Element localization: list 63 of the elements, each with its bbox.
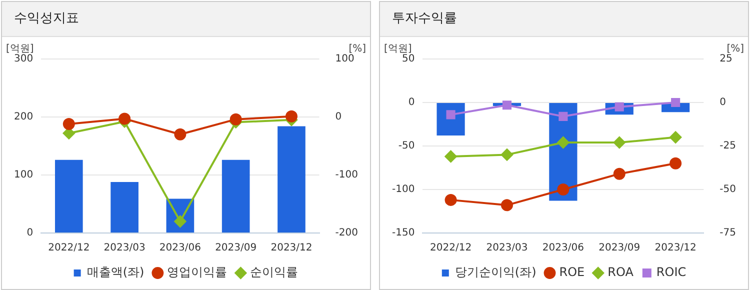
y2-axis-title: [%]: [348, 44, 366, 55]
point: [670, 157, 682, 170]
point: [671, 98, 680, 108]
point: [444, 194, 457, 206]
x-tick-label: 2023/06: [542, 242, 584, 254]
y-tick-label: 300: [14, 54, 34, 65]
legend-label: 당기순이익(좌): [454, 265, 536, 280]
point: [500, 199, 513, 212]
y-tick-label: 0: [26, 228, 34, 239]
y2-tick-label: 0: [720, 97, 726, 108]
point: [613, 168, 626, 180]
y-axis-title: [억원]: [384, 44, 412, 55]
legend-label: ROIC: [656, 265, 686, 280]
x-tick-label: 2023/12: [270, 242, 312, 254]
point: [557, 136, 570, 149]
x-tick-label: 2023/03: [486, 242, 528, 254]
bar: [55, 160, 83, 232]
y-tick-label: 100: [14, 170, 34, 181]
y2-tick-label: 25: [720, 54, 732, 65]
x-tick-label: 2023/06: [159, 242, 201, 254]
point: [613, 136, 626, 149]
bar: [278, 126, 306, 232]
y2-tick-label: -200: [335, 228, 358, 239]
point: [285, 110, 298, 122]
y2-tick-label: -50: [720, 184, 736, 196]
point: [230, 113, 242, 126]
x-tick-label: 2023/09: [598, 242, 640, 254]
point: [174, 128, 186, 140]
y2-tick-label: 100: [335, 54, 354, 65]
y-tick-label: 50: [402, 54, 415, 65]
legend-label: 순이익률: [250, 265, 298, 280]
y-axis-title: [억원]: [6, 44, 34, 55]
legend-label: ROE: [559, 265, 585, 280]
x-tick-label: 2023/03: [104, 242, 146, 254]
y2-tick-label: -25: [720, 140, 736, 152]
y-tick-label: -150: [392, 228, 415, 239]
legend-label: 영업이익률: [167, 265, 228, 280]
chart-title: 투자수익률: [380, 2, 748, 37]
bar: [222, 160, 250, 232]
x-tick-label: 2023/09: [215, 242, 257, 254]
y-tick-label: -50: [398, 140, 415, 152]
point: [502, 100, 512, 110]
bar: [110, 182, 138, 232]
point: [62, 118, 75, 130]
x-tick-label: 2022/12: [48, 242, 90, 254]
x-tick-label: 2022/12: [430, 242, 472, 254]
chart-title: 수익성지표: [2, 2, 370, 37]
y2-axis-title: [%]: [726, 44, 744, 55]
point: [444, 150, 457, 162]
y2-tick-label: 0: [335, 112, 342, 123]
point: [500, 148, 513, 161]
point: [118, 112, 131, 125]
y-tick-label: -100: [392, 184, 415, 196]
point: [557, 184, 570, 196]
legend-label: ROA: [608, 265, 634, 280]
point: [558, 112, 568, 121]
x-tick-label: 2023/12: [654, 242, 696, 254]
y2-tick-label: -75: [720, 228, 736, 239]
y-tick-label: 200: [14, 112, 34, 123]
legend-label: 매출액(좌): [86, 265, 144, 280]
y-tick-label: 0: [408, 97, 415, 108]
y2-tick-label: -100: [335, 170, 358, 181]
point: [670, 131, 682, 144]
